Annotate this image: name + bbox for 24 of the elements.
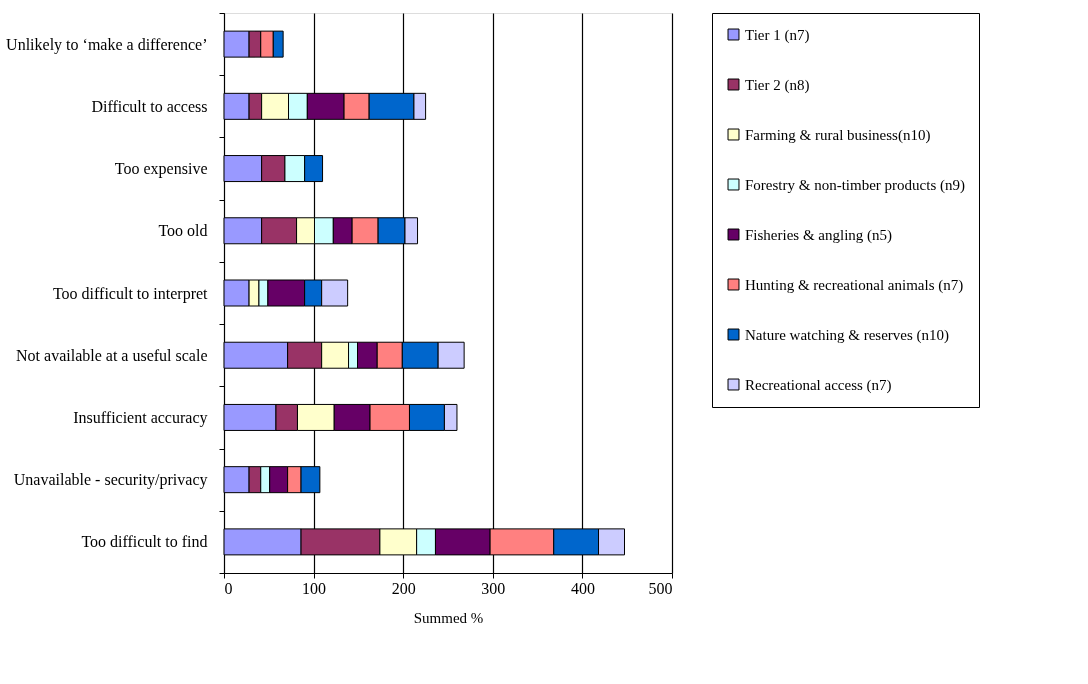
x-tick-label: 100 [302, 579, 327, 597]
y-tick-label: Not available at a useful scale [16, 346, 208, 364]
x-tick-label: 300 [481, 579, 506, 597]
x-axis-title: Summed % [413, 609, 484, 626]
legend-label: Tier 1 (n7) [745, 26, 810, 44]
legend-label: Nature watching & reserves (n10) [745, 326, 950, 344]
y-tick-label: Too old [158, 222, 208, 240]
y-tick-label: Too difficult to interpret [52, 284, 209, 303]
legend-label: Recreational access (n7) [745, 376, 892, 394]
y-tick-label: Unlikely to ‘make a difference’ [6, 35, 208, 54]
y-tick-label: Too expensive [114, 160, 208, 179]
x-tick-label: 500 [648, 579, 673, 597]
x-tick-label: 400 [570, 579, 595, 597]
y-tick-label: Unavailable - security/privacy [13, 471, 208, 490]
y-tick-label: Difficult to access [91, 97, 208, 115]
legend-label: Forestry & non-timber products (n9) [745, 176, 965, 194]
x-tick-label: 0 [224, 579, 233, 597]
y-tick-label: Too difficult to find [81, 533, 208, 551]
legend-label: Tier 2 (n8) [745, 76, 810, 94]
x-tick-label: 200 [391, 579, 416, 597]
legend-label: Farming & rural business(n10) [745, 126, 931, 144]
legend-label: Hunting & recreational animals (n7) [745, 276, 964, 294]
y-tick-label: Insufficient accuracy [73, 408, 208, 427]
legend-label: Fisheries & angling (n5) [745, 226, 893, 244]
